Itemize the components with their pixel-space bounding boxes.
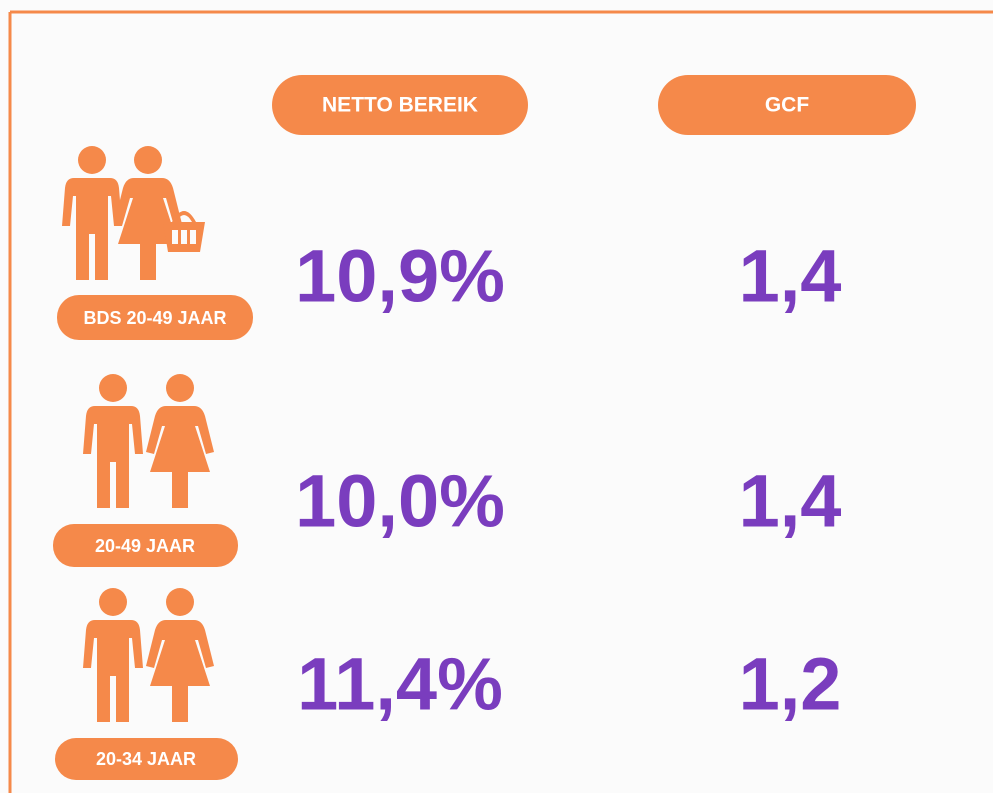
people-icon	[83, 588, 214, 722]
value: 11,4%	[297, 643, 503, 726]
people-icon	[83, 374, 214, 508]
value: 1,4	[739, 460, 842, 543]
header-pill	[272, 75, 528, 135]
value: 1,4	[739, 235, 842, 318]
header-pill	[658, 75, 916, 135]
row-label: 20-34 JAAR	[96, 749, 196, 769]
basket-slots	[172, 230, 196, 244]
row-pill	[55, 738, 238, 780]
row-pill	[57, 295, 253, 340]
row-label: 20-49 JAAR	[95, 536, 195, 556]
people-icon	[62, 146, 205, 280]
header-label: NETTO BEREIK	[322, 94, 478, 117]
header-label: GCF	[765, 94, 810, 117]
value: 10,9%	[295, 235, 505, 318]
row-label: BDS 20-49 JAAR	[83, 308, 226, 328]
row-pill	[53, 524, 238, 567]
value: 1,2	[739, 643, 842, 726]
value: 10,0%	[295, 460, 505, 543]
